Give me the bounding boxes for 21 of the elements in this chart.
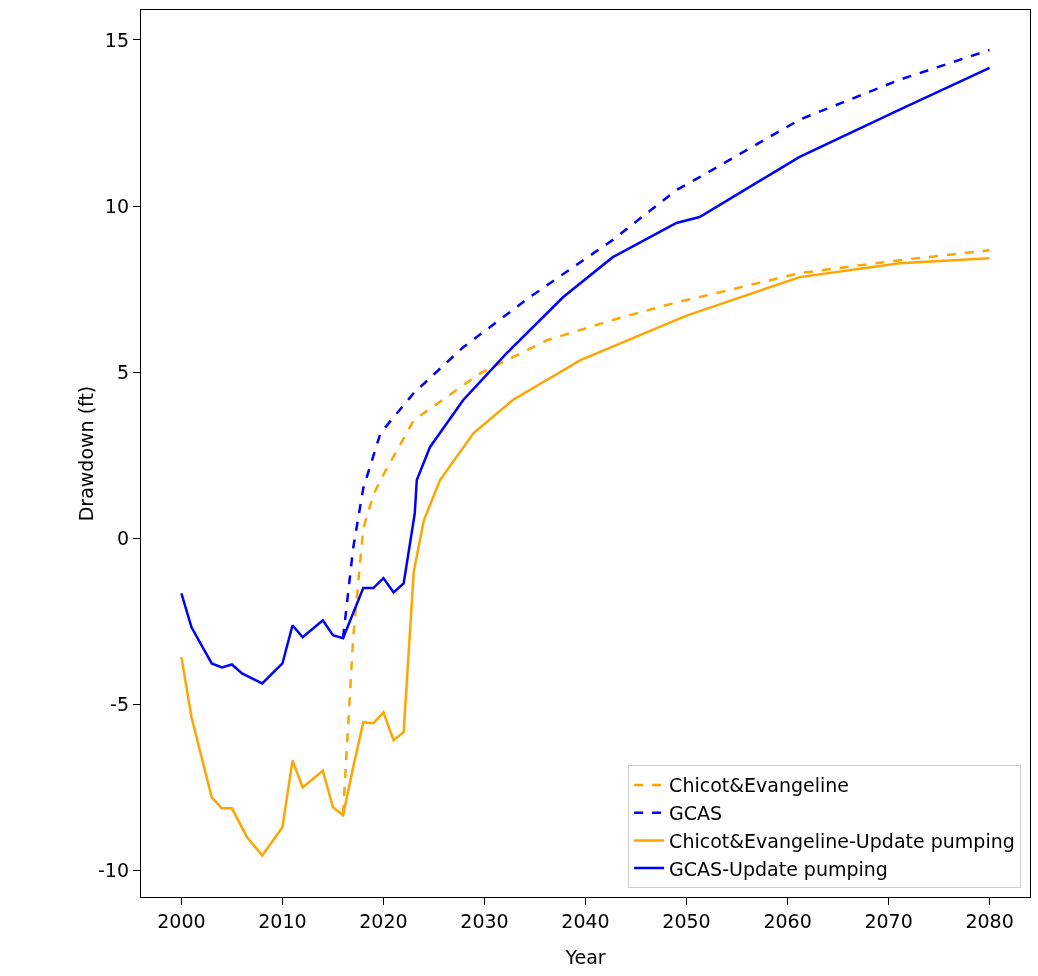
legend-label: Chicot&Evangeline	[669, 774, 850, 797]
y-tick-label: 15	[104, 28, 130, 51]
legend-label: GCAS-Update pumping	[669, 857, 888, 880]
x-tick-label: 2020	[359, 909, 408, 932]
x-tick-label: 2000	[157, 909, 206, 932]
x-tick-label: 2070	[864, 909, 913, 932]
y-tick-label: 10	[104, 194, 130, 217]
x-tick-label: 2040	[561, 909, 610, 932]
x-axis-title: Year	[564, 946, 606, 969]
legend-label: GCAS	[669, 802, 723, 825]
x-tick-label: 2080	[965, 909, 1014, 932]
y-tick-label: 0	[116, 526, 130, 549]
y-tick-label: 5	[116, 360, 130, 383]
x-tick-label: 2010	[258, 909, 307, 932]
y-axis-title: Drawdown (ft)	[74, 385, 97, 522]
y-tick-label: -10	[98, 859, 130, 882]
x-tick-label: 2050	[662, 909, 711, 932]
x-tick-label: 2060	[763, 909, 812, 932]
x-tick-label: 2030	[460, 909, 509, 932]
legend-label: Chicot&Evangeline-Update pumping	[669, 829, 1015, 852]
y-tick-label: -5	[110, 692, 130, 715]
